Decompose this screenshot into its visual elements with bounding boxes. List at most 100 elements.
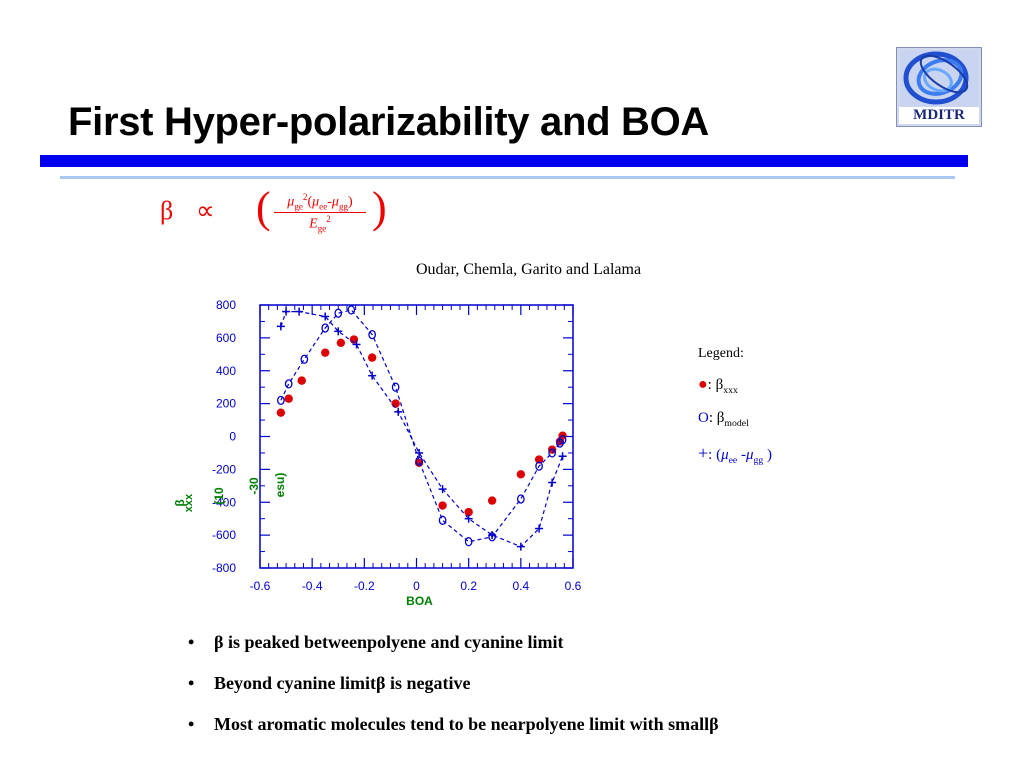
x-tick-label: 0.2 xyxy=(460,579,477,593)
data-point-beta-xxx xyxy=(367,353,377,362)
x-tick-label: -0.6 xyxy=(250,579,271,593)
data-point-beta-xxx xyxy=(464,507,473,517)
num-mu-ee: μ xyxy=(312,194,320,210)
data-point-beta-model xyxy=(535,461,543,471)
bullet-dot-icon: • xyxy=(188,632,195,652)
data-point-beta-xxx xyxy=(336,338,346,348)
num-minus: - xyxy=(327,194,332,210)
formula-numerator: μge2(μee-μgg) xyxy=(274,192,366,214)
bullet-item: • Most aromatic molecules tend to be near… xyxy=(188,714,719,735)
chart-legend: Legend: ●: βxxx O: βmodel +: (μee -μgg ) xyxy=(698,346,772,466)
data-point-beta-xxx xyxy=(321,348,330,357)
x-tick-label: 0 xyxy=(413,579,420,593)
data-point-beta-xxx xyxy=(276,408,286,417)
legend-red-dot-icon: ● xyxy=(698,376,708,393)
y-axis-label-beta: β xyxy=(173,499,187,506)
data-point-beta-model xyxy=(558,435,567,445)
legend-item-beta-xxx: ●: βxxx xyxy=(698,376,772,396)
data-point-beta-xxx xyxy=(391,399,400,408)
legend-open: ( xyxy=(716,447,722,463)
mditr-logo: MDITR xyxy=(896,47,982,127)
bullet-text: Most aromatic molecules tend to be nearp… xyxy=(214,714,719,734)
legend-plus-icon: + xyxy=(698,443,709,463)
formula-open-paren: ( xyxy=(256,183,271,232)
x-tick-label: -0.4 xyxy=(302,579,323,593)
bullet-text: β is peaked betweenpolyene and cyanine l… xyxy=(214,632,564,652)
x-tick-label: 0.6 xyxy=(565,579,582,593)
data-point-beta-model xyxy=(347,305,356,315)
logo-swirl-graphic xyxy=(900,50,978,108)
num-mu-gg: μ xyxy=(331,194,339,210)
logo-text: MDITR xyxy=(899,107,979,124)
num-mu: μ xyxy=(287,194,295,210)
formula-proportional-symbol: ∝ xyxy=(196,196,215,225)
title-divider-thick xyxy=(40,155,968,167)
data-point-beta-model xyxy=(438,515,447,525)
bullet-text: Beyond cyanine limitβ is negative xyxy=(214,673,471,693)
num-open: ( xyxy=(307,194,313,210)
data-point-beta-model xyxy=(368,329,377,340)
beta-formula: β ∝ ( μge2(μee-μgg) Ege2 ) xyxy=(160,183,410,246)
data-point-beta-model xyxy=(464,537,473,547)
y-tick-label: -800 xyxy=(212,561,236,575)
y-tick-label: 600 xyxy=(216,331,236,345)
data-point-beta-xxx xyxy=(516,470,526,479)
legend-minus: - xyxy=(741,447,747,463)
data-point-beta-model xyxy=(321,323,330,333)
num-close: ) xyxy=(348,194,353,210)
data-point-beta-model xyxy=(300,354,309,364)
y-tick-label: -600 xyxy=(212,528,236,542)
x-axis-label: BOA xyxy=(406,594,433,608)
y-axis-label-exponent: -30 xyxy=(247,477,261,495)
x-tick-label: -0.2 xyxy=(354,579,375,593)
data-point-beta-model xyxy=(415,456,423,466)
data-point-beta-xxx xyxy=(438,501,447,510)
legend-title: Legend: xyxy=(698,346,744,361)
legend-colon: : xyxy=(708,447,713,463)
y-tick-label: 400 xyxy=(216,364,236,378)
legend-beta: β xyxy=(716,410,725,426)
slide-title: First Hyper-polarizability and BOA xyxy=(68,100,710,144)
y-axis-label-ten: (10 xyxy=(212,487,226,505)
formula-denominator: Ege2 xyxy=(274,213,366,233)
bullet-dot-icon: • xyxy=(188,714,195,734)
num-squared: 2 xyxy=(302,192,308,202)
legend-ee: ee xyxy=(728,455,738,466)
num-ge: ge xyxy=(294,201,303,212)
data-point-beta-xxx xyxy=(297,376,306,385)
y-tick-label: 0 xyxy=(229,430,236,444)
formula-close-paren: ) xyxy=(372,183,387,232)
data-point-beta-xxx xyxy=(547,445,557,454)
data-point-beta-model xyxy=(277,395,285,405)
legend-mu-gg: μ xyxy=(746,447,754,463)
series-2-dashed-line xyxy=(280,311,564,548)
series-1-dashed-line xyxy=(280,309,564,543)
legend-gg: gg xyxy=(753,455,764,466)
y-tick-label: 200 xyxy=(216,397,236,411)
data-point-beta-model xyxy=(516,494,525,504)
den-squared: 2 xyxy=(326,214,331,225)
data-point-beta-model xyxy=(391,382,400,392)
data-point-beta-xxx xyxy=(487,496,497,505)
bullet-list: • β is peaked betweenpolyene and cyanine … xyxy=(188,632,719,755)
boa-beta-chart: -0.6 -0.4 -0.2 0 0.2 0.4 0.68006004002000-200-… xyxy=(173,298,582,608)
data-point-beta-xxx xyxy=(534,455,544,464)
citation-text: Oudar, Chemla, Garito and Lalama xyxy=(416,261,642,278)
y-tick-label: 800 xyxy=(216,298,236,312)
data-point-beta-xxx xyxy=(284,394,293,403)
bullet-item: • β is peaked betweenpolyene and cyanine … xyxy=(188,632,719,653)
y-axis-label-unit: esu) xyxy=(273,473,287,498)
legend-item-dipole-difference: +: (μee -μgg ) xyxy=(698,443,772,466)
legend-close: ) xyxy=(767,447,773,463)
formula-beta: β xyxy=(160,196,174,225)
legend-colon: : xyxy=(708,410,714,426)
plot-frame xyxy=(259,304,574,569)
formula-fraction: μge2(μee-μgg) Ege2 xyxy=(274,192,366,234)
num-gg: gg xyxy=(338,201,349,212)
y-tick-label: -400 xyxy=(212,495,236,509)
num-ee: ee xyxy=(319,201,328,212)
legend-colon: : xyxy=(707,377,712,393)
bullet-dot-icon: • xyxy=(188,673,195,693)
data-point-beta-model xyxy=(334,308,343,318)
title-divider-thin xyxy=(60,176,955,179)
